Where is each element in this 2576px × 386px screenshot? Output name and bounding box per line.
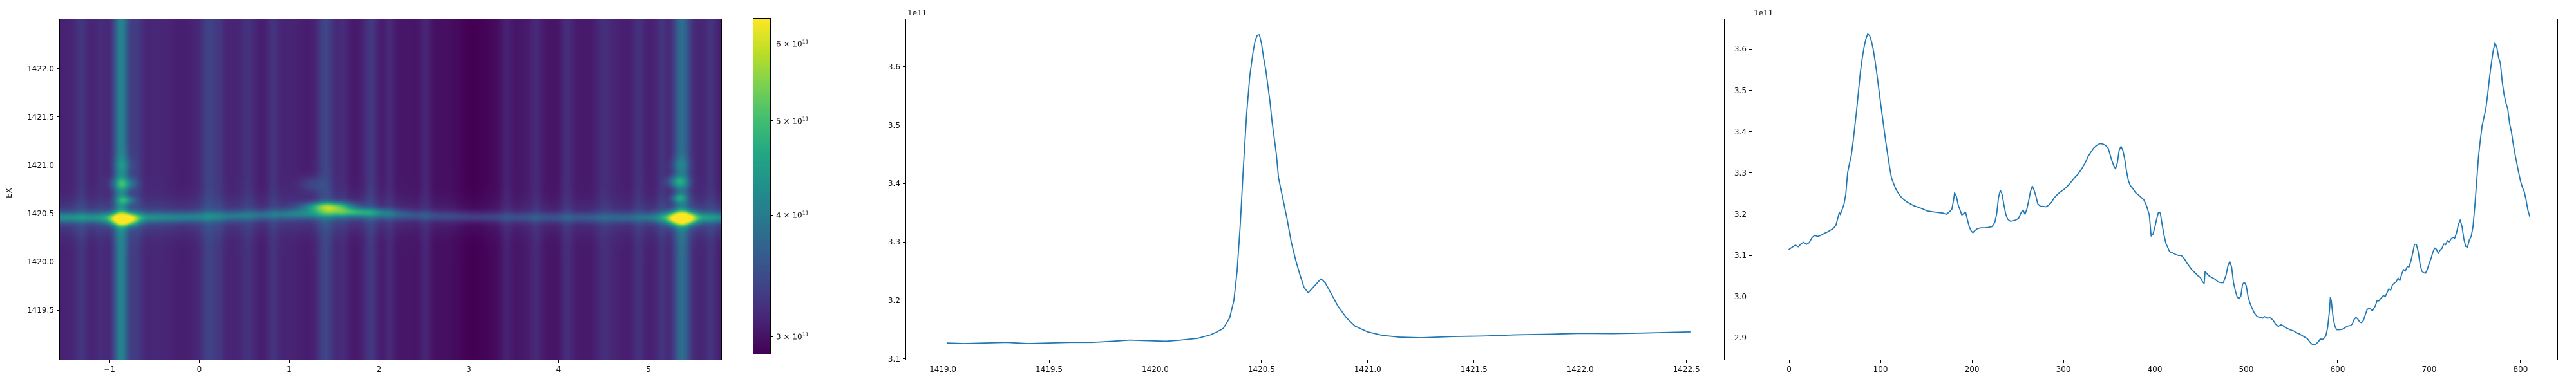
axis-offset-label: 1e11	[1754, 8, 1774, 17]
x-axis-tick	[199, 360, 200, 363]
y-axis-tick	[1749, 172, 1752, 174]
y-axis-tick-label: 3.5	[887, 120, 900, 130]
colorbar-tick	[771, 214, 773, 216]
time-series-series-line	[1788, 33, 2531, 346]
x-axis-tick-label: 500	[2239, 365, 2254, 374]
x-axis-tick	[2063, 360, 2064, 363]
x-axis-tick-label: 1421.5	[1460, 365, 1488, 374]
x-axis-tick	[1367, 360, 1368, 363]
x-axis-tick-label: 1422.0	[1566, 365, 1594, 374]
colorbar-tick	[771, 120, 773, 122]
y-axis-tick	[903, 241, 905, 243]
y-axis-tick-label: 3.2	[1734, 209, 1747, 219]
y-axis-tick	[1749, 90, 1752, 91]
y-axis-tick-label: 3.4	[1734, 127, 1747, 136]
x-axis-tick-label: 0	[1786, 365, 1792, 374]
colorbar-tick-label: 5 × 1011	[776, 116, 809, 126]
mean-spectrum-plot-svg	[946, 34, 1692, 344]
x-axis-tick-label: 1420.0	[1141, 365, 1169, 374]
spectrogram-canvas	[60, 19, 721, 360]
colorbar-tick-label: 3 × 1011	[776, 331, 809, 342]
x-axis-tick-label: 800	[2513, 365, 2528, 374]
y-axis-tick-label: 1420.0	[27, 257, 54, 267]
x-axis-tick-label: 5	[646, 365, 651, 374]
x-axis-tick-label: 3	[466, 365, 471, 374]
x-axis-tick-label: 300	[2056, 365, 2071, 374]
x-axis-tick-label: 2	[376, 365, 382, 374]
y-axis-tick	[1749, 255, 1752, 256]
y-axis-tick-label: 3.1	[1734, 251, 1747, 261]
y-axis-tick-label: 3.1	[887, 354, 900, 363]
y-axis-label-ex: EX	[4, 188, 14, 198]
x-axis-tick-label: 1422.5	[1672, 365, 1700, 374]
y-axis-tick-label: 1421.5	[27, 112, 54, 122]
x-axis-tick-label: 400	[2147, 365, 2163, 374]
y-axis-tick-label: 3.6	[887, 62, 900, 71]
y-axis-tick-label: 2.9	[1734, 333, 1747, 343]
x-axis-tick	[109, 360, 110, 363]
mean-spectrum-series-line	[946, 34, 1692, 344]
x-axis-tick	[1686, 360, 1687, 363]
y-axis-tick-label: 3.3	[887, 237, 900, 247]
x-axis-tick-label: 1421.0	[1354, 365, 1381, 374]
x-axis-tick-label: 600	[2330, 365, 2345, 374]
x-axis-tick	[1880, 360, 1881, 363]
y-axis-tick	[1749, 48, 1752, 50]
x-axis-tick	[289, 360, 290, 363]
colorbar-tick-label: 4 × 1011	[776, 210, 809, 220]
y-axis-tick-label: 1421.0	[27, 160, 54, 170]
colorbar-tick-label: 6 × 1011	[776, 39, 809, 49]
y-axis-tick-label: 3.0	[1734, 292, 1747, 302]
y-axis-tick	[1749, 131, 1752, 133]
x-axis-tick-label: 0	[196, 365, 202, 374]
y-axis-tick-label: 3.6	[1734, 44, 1747, 54]
x-axis-tick-label: 1420.5	[1247, 365, 1275, 374]
y-axis-tick-label: 1420.5	[27, 209, 54, 219]
x-axis-tick-label: 4	[556, 365, 562, 374]
y-axis-tick-label: 3.4	[887, 179, 900, 188]
x-axis-tick	[558, 360, 559, 363]
y-axis-tick	[903, 183, 905, 184]
x-axis-tick-label: −1	[104, 365, 115, 374]
x-axis-tick	[2520, 360, 2521, 363]
y-axis-tick-label: 1419.5	[27, 306, 54, 315]
x-axis-tick	[1971, 360, 1973, 363]
y-axis-tick-label: 1422.0	[27, 64, 54, 73]
y-axis-tick	[903, 66, 905, 68]
colorbar-tick	[771, 336, 773, 337]
time-series-plot-svg	[1788, 33, 2531, 346]
y-axis-tick	[57, 116, 59, 118]
x-axis-tick-label: 1	[287, 365, 292, 374]
x-axis-tick	[2337, 360, 2338, 363]
x-axis-tick	[1048, 360, 1050, 363]
x-axis-tick	[1788, 360, 1790, 363]
x-axis-tick	[1261, 360, 1262, 363]
x-axis-tick	[1473, 360, 1475, 363]
y-axis-tick	[57, 309, 59, 311]
colorbar-canvas	[753, 19, 770, 354]
y-axis-tick-label: 3.5	[1734, 86, 1747, 95]
x-axis-tick-label: 700	[2421, 365, 2437, 374]
y-axis-tick	[57, 68, 59, 69]
y-axis-tick-label: 3.2	[887, 295, 900, 305]
x-axis-tick-label: 1419.5	[1036, 365, 1063, 374]
axis-offset-label: 1e11	[907, 8, 927, 17]
y-axis-tick	[903, 358, 905, 360]
x-axis-tick-label: 1419.0	[929, 365, 957, 374]
x-axis-tick-label: 100	[1873, 365, 1888, 374]
x-axis-tick-label: 200	[1964, 365, 1980, 374]
y-axis-tick-label: 3.3	[1734, 168, 1747, 178]
